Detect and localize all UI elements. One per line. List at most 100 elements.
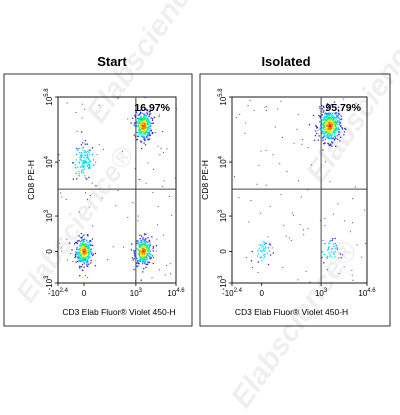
event-dot xyxy=(85,252,87,255)
event-dot xyxy=(139,178,141,180)
event-dot xyxy=(142,271,144,273)
x-axis-label: CD3 Elab Fluor® Violet 450-H xyxy=(235,307,348,317)
event-dot xyxy=(142,256,145,259)
event-dot xyxy=(141,124,143,126)
event-dot xyxy=(329,240,331,242)
event-dot xyxy=(142,246,144,249)
event-dot xyxy=(143,240,145,243)
event-dot xyxy=(144,123,147,125)
event-dot xyxy=(307,189,309,191)
event-dot xyxy=(77,149,79,151)
event-dot xyxy=(78,211,80,213)
event-dot xyxy=(139,122,141,124)
event-dot xyxy=(334,121,336,123)
event-dot xyxy=(85,251,88,253)
event-dot xyxy=(158,116,160,118)
event-dot xyxy=(83,252,86,254)
event-dot xyxy=(324,116,326,118)
event-dot xyxy=(148,261,151,264)
event-dot xyxy=(260,250,262,252)
event-dot xyxy=(133,268,135,271)
event-dot xyxy=(85,257,87,259)
event-dot xyxy=(83,258,86,260)
event-dot xyxy=(139,254,142,256)
event-dot xyxy=(163,180,165,182)
event-dot xyxy=(333,129,336,131)
event-dot xyxy=(314,134,317,137)
event-dot xyxy=(324,131,326,133)
event-dot xyxy=(88,257,90,259)
event-dot xyxy=(140,248,143,250)
event-dot xyxy=(136,122,139,124)
event-dot xyxy=(147,261,149,264)
event-dot xyxy=(261,259,263,262)
event-dot xyxy=(156,238,158,240)
event-dot xyxy=(331,114,333,116)
event-dot xyxy=(146,112,148,114)
event-dot xyxy=(327,133,329,135)
event-dot xyxy=(148,133,151,135)
event-dot xyxy=(263,255,266,257)
event-dot xyxy=(137,248,139,250)
event-dot xyxy=(335,137,337,140)
event-dot xyxy=(324,132,327,134)
event-dot xyxy=(117,190,119,192)
event-dot xyxy=(146,257,148,259)
event-dot xyxy=(138,125,140,128)
event-dot xyxy=(293,142,295,144)
event-dot xyxy=(139,238,141,240)
event-dot xyxy=(277,108,279,110)
event-dot xyxy=(149,134,152,136)
event-dot xyxy=(326,114,328,116)
event-dot xyxy=(327,126,330,129)
event-dot xyxy=(72,178,75,180)
event-dot xyxy=(84,259,86,261)
event-dot xyxy=(81,242,84,245)
event-dot xyxy=(81,247,83,249)
event-dot xyxy=(317,129,319,131)
event-dot xyxy=(71,249,73,251)
event-dot xyxy=(80,266,83,268)
event-dot xyxy=(87,254,90,257)
event-dot xyxy=(137,220,139,222)
event-dot xyxy=(77,256,79,259)
event-dot xyxy=(87,247,89,250)
event-dot xyxy=(77,251,79,253)
event-dot xyxy=(327,122,330,124)
event-dot xyxy=(321,131,323,133)
event-dot xyxy=(148,246,151,248)
event-dot xyxy=(157,145,159,147)
event-dot xyxy=(326,129,328,132)
event-dot xyxy=(158,114,160,116)
event-dot xyxy=(333,118,335,121)
event-dot xyxy=(326,107,329,109)
event-dot xyxy=(152,192,154,194)
event-dot xyxy=(143,115,145,118)
event-dot xyxy=(89,159,91,162)
event-dot xyxy=(83,257,85,259)
event-dot xyxy=(263,243,266,246)
event-dot xyxy=(81,152,83,154)
event-dot xyxy=(81,148,83,150)
event-dot xyxy=(139,133,141,135)
event-dot xyxy=(260,256,262,258)
event-dot xyxy=(107,258,109,260)
event-dot xyxy=(144,115,146,117)
event-dot xyxy=(88,206,90,208)
event-dot xyxy=(83,234,85,236)
event-dot xyxy=(335,111,337,114)
event-dot xyxy=(82,142,84,144)
event-dot xyxy=(144,139,146,142)
event-dot xyxy=(78,239,80,242)
event-dot xyxy=(301,139,303,141)
event-dot xyxy=(81,238,83,240)
event-dot xyxy=(81,103,83,105)
event-dot xyxy=(341,128,344,130)
y-axis-label: CD8 PE-H xyxy=(200,160,210,200)
event-dot xyxy=(147,121,149,124)
event-dot xyxy=(81,165,83,167)
event-dot xyxy=(137,114,139,116)
event-dot xyxy=(327,118,330,120)
event-dot xyxy=(143,268,145,270)
event-dot xyxy=(84,275,86,277)
